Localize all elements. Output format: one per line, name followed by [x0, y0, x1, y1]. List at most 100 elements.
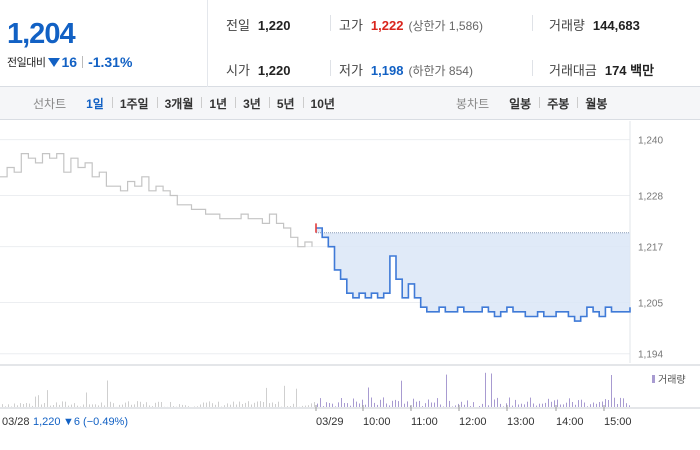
volume-bar — [113, 403, 114, 407]
volume-bar — [443, 406, 444, 407]
tab-10year[interactable]: 10년 — [302, 95, 343, 112]
volume-bar — [11, 406, 12, 407]
volume-bar — [434, 402, 435, 407]
volume-bar — [20, 403, 21, 407]
x-tick-label: 13:00 — [507, 416, 535, 428]
volume-bar — [284, 385, 285, 407]
open-cell: 시가 1,220 — [226, 60, 290, 79]
candle-chart-label: 봉차트 — [456, 97, 490, 111]
volume-bar — [350, 405, 351, 407]
volume-bar — [404, 403, 405, 407]
volume-bar — [278, 401, 279, 407]
x-tick-label: 14:00 — [556, 416, 584, 428]
prev-close-value: 1,220 — [257, 18, 291, 33]
volume-label: 거래량 — [549, 18, 585, 33]
volume-bars — [2, 372, 630, 407]
current-price: 1,204 — [7, 18, 76, 50]
volume-bar — [386, 403, 387, 407]
volume-bar — [365, 404, 366, 407]
volume-bar — [347, 403, 348, 407]
volume-bar — [53, 405, 54, 407]
volume-bar — [461, 401, 462, 407]
volume-bar — [542, 403, 543, 407]
volume-legend-swatch — [652, 375, 655, 383]
y-axis-labels: 1,240 1,228 1,217 1,205 1,194 — [638, 136, 663, 361]
volume-bar — [212, 403, 213, 407]
volume-bar — [62, 401, 63, 407]
intraday-price-chart[interactable]: 1,240 1,228 1,217 1,205 1,194 03/29 10:00 11:0… — [0, 121, 700, 450]
volume-bar — [500, 403, 501, 407]
lower-limit: (하한가 854) — [408, 64, 473, 78]
volume-bar — [536, 405, 537, 407]
volume-bar — [524, 404, 525, 407]
volume-bar — [533, 403, 534, 407]
volume-bar — [182, 404, 183, 407]
volume-bar — [140, 401, 141, 407]
price-area-fill — [316, 228, 630, 322]
tab-daily[interactable]: 일봉 — [509, 97, 532, 111]
volume-bar — [521, 403, 522, 407]
amount-value: 174 백만 — [604, 63, 655, 78]
volume-bar — [26, 403, 27, 407]
volume-bar — [44, 403, 45, 407]
volume-bar — [263, 402, 264, 407]
volume-bar — [431, 402, 432, 407]
quote-header: 1,204 전일대비 16 -1.31% 전일 1,220 고가 1,222 (상한가… — [0, 0, 700, 87]
volume-bar — [368, 387, 369, 407]
volume-bar — [518, 404, 519, 407]
volume-bar — [353, 398, 354, 407]
volume-bar — [341, 398, 342, 407]
volume-bar — [83, 404, 84, 407]
volume-bar — [530, 397, 531, 407]
volume-bar — [575, 404, 576, 407]
volume-bar — [236, 404, 237, 407]
tab-monthly[interactable]: 월봉 — [577, 95, 615, 112]
volume-bar — [482, 403, 483, 407]
divider — [532, 60, 533, 76]
volume-bar — [437, 398, 438, 407]
today-area-fill — [316, 228, 630, 322]
volume-bar — [14, 403, 15, 407]
volume-bar — [335, 406, 336, 407]
volume-bar — [119, 404, 120, 407]
volume-bar — [629, 405, 630, 407]
volume-bar — [23, 404, 24, 407]
volume-bar — [305, 405, 306, 407]
volume-bar — [377, 404, 378, 407]
tab-5year[interactable]: 5년 — [268, 95, 303, 112]
volume-bar — [509, 397, 510, 407]
volume-bar — [581, 399, 582, 407]
volume-bar — [17, 405, 18, 407]
volume-bar — [197, 406, 198, 407]
volume-bar — [617, 404, 618, 407]
volume-bar — [143, 404, 144, 407]
volume-bar — [161, 402, 162, 407]
volume-bar — [626, 403, 627, 407]
volume-bar — [587, 406, 588, 407]
tab-1week[interactable]: 1주일 — [111, 95, 157, 112]
volume-bar — [344, 403, 345, 407]
today-price-line — [316, 227, 631, 322]
volume-value: 144,683 — [592, 18, 640, 33]
tab-1year[interactable]: 1년 — [201, 95, 235, 112]
volume-bar — [218, 401, 219, 407]
volume-bar — [566, 402, 567, 407]
volume-bar — [326, 402, 327, 407]
open-label: 시가 — [226, 63, 250, 78]
prev-day-line — [0, 153, 313, 248]
volume-bar — [401, 380, 402, 407]
volume-bar — [560, 404, 561, 407]
tab-3year[interactable]: 3년 — [235, 95, 269, 112]
volume-bar — [494, 399, 495, 407]
volume-bar — [230, 404, 231, 407]
volume-bar — [2, 404, 3, 407]
volume-bar — [224, 405, 225, 407]
volume-bar — [257, 401, 258, 407]
current-price-box: 1,204 전일대비 16 -1.31% — [0, 0, 208, 87]
volume-bar — [614, 397, 615, 407]
tab-3month[interactable]: 3개월 — [156, 95, 202, 112]
tab-1day[interactable]: 1일 — [86, 97, 104, 111]
volume-bar — [137, 401, 138, 407]
volume-bar — [491, 373, 492, 407]
tab-weekly[interactable]: 주봉 — [539, 95, 577, 112]
